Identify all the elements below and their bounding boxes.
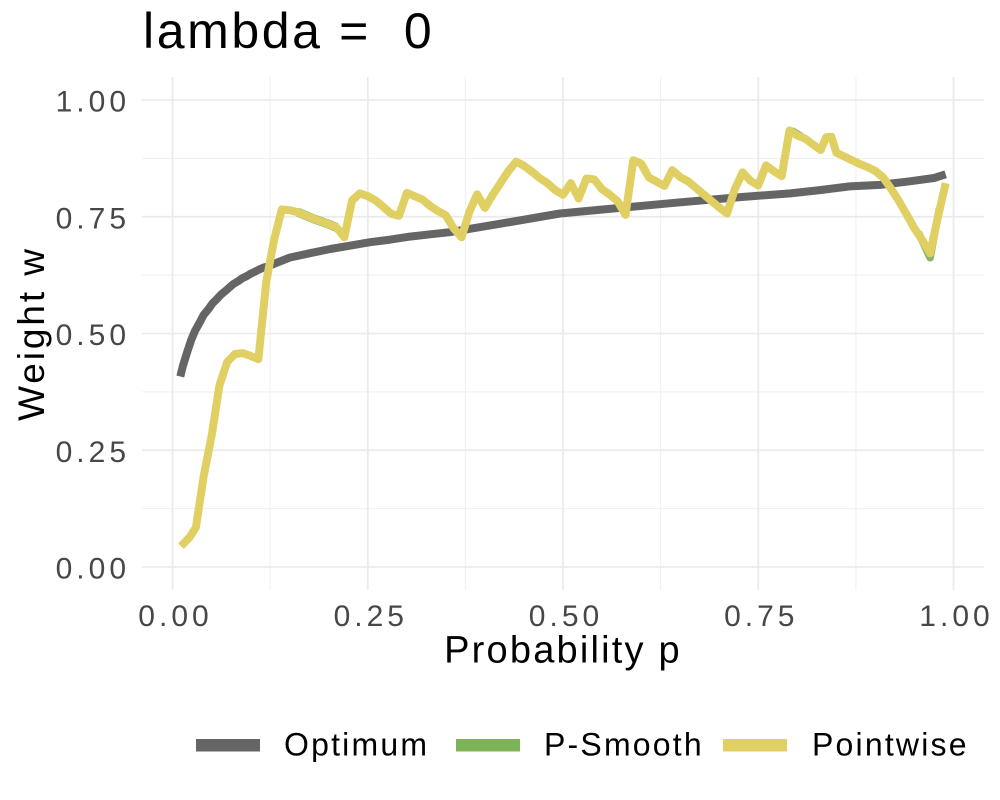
svg-text:0.25: 0.25 <box>334 600 408 633</box>
svg-text:lambda = 0: lambda = 0 <box>143 3 434 59</box>
svg-text:Optimum: Optimum <box>284 727 429 763</box>
svg-text:0.50: 0.50 <box>529 600 603 633</box>
svg-text:0.50: 0.50 <box>56 319 130 352</box>
svg-text:0.25: 0.25 <box>56 436 130 469</box>
svg-text:Weight w: Weight w <box>11 246 52 421</box>
svg-text:P-Smooth: P-Smooth <box>544 727 704 763</box>
svg-text:1.00: 1.00 <box>56 86 130 119</box>
svg-text:Pointwise: Pointwise <box>812 727 969 763</box>
svg-text:1.00: 1.00 <box>919 600 993 633</box>
svg-text:Probability p: Probability p <box>444 630 682 672</box>
svg-text:0.75: 0.75 <box>56 202 130 235</box>
svg-text:0.75: 0.75 <box>724 600 798 633</box>
svg-text:0.00: 0.00 <box>138 600 212 633</box>
svg-text:0.00: 0.00 <box>56 553 130 586</box>
